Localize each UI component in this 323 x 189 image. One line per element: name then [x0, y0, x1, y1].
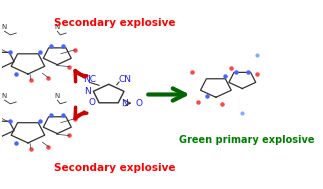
Text: O: O	[135, 99, 142, 108]
Text: Secondary explosive: Secondary explosive	[54, 163, 175, 173]
Text: N: N	[2, 24, 7, 30]
Text: N: N	[121, 99, 128, 108]
Text: N: N	[2, 93, 7, 99]
Text: N: N	[84, 87, 91, 96]
Text: Green primary explosive: Green primary explosive	[179, 136, 315, 146]
Text: CN: CN	[118, 75, 131, 84]
Text: Secondary explosive: Secondary explosive	[54, 18, 175, 28]
Text: N: N	[55, 24, 60, 30]
Text: O: O	[88, 98, 95, 107]
Text: NC: NC	[83, 75, 96, 84]
Text: N: N	[55, 93, 60, 99]
